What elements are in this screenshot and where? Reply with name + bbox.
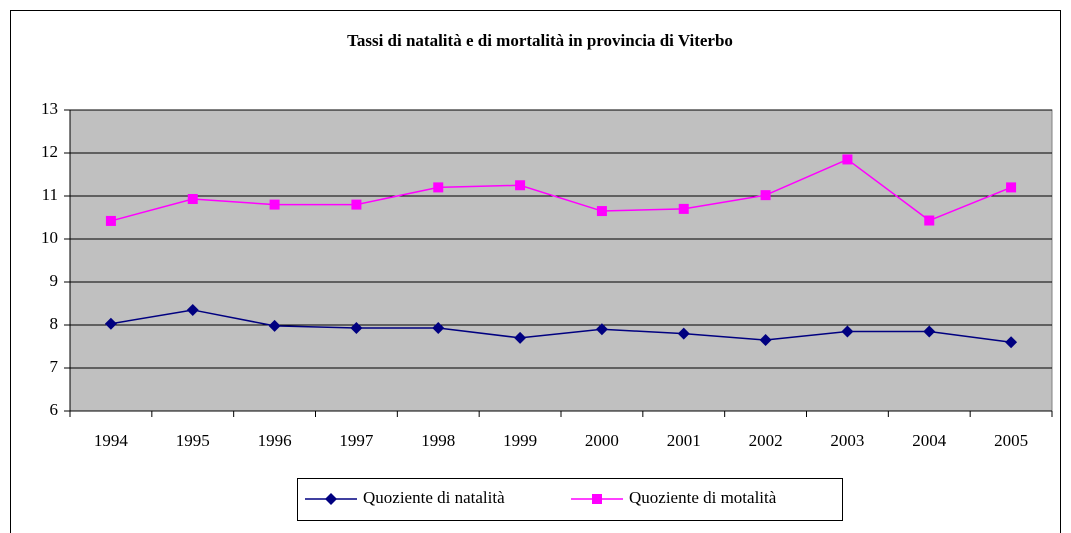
- marker: [268, 319, 281, 332]
- marker: [515, 180, 526, 191]
- x-tick-label: 1998: [421, 431, 455, 450]
- x-tick-label: 1996: [258, 431, 292, 450]
- marker: [105, 215, 116, 226]
- marker: [759, 334, 772, 347]
- x-tick-label: 2000: [585, 431, 619, 450]
- x-tick-label: 1999: [503, 431, 537, 450]
- marker: [1005, 336, 1018, 349]
- series-line: [110, 309, 1012, 343]
- x-tick-label: 1994: [94, 431, 129, 450]
- y-tick-label: 7: [50, 357, 59, 376]
- legend-label: Quoziente di motalità: [629, 488, 777, 507]
- y-tick-label: 13: [41, 99, 58, 118]
- y-tick-label: 12: [41, 142, 58, 161]
- marker: [187, 194, 198, 205]
- marker: [924, 215, 935, 226]
- marker: [1006, 182, 1017, 193]
- y-tick-label: 9: [50, 271, 59, 290]
- marker: [678, 203, 689, 214]
- marker: [432, 322, 445, 335]
- series-line: [110, 158, 1012, 222]
- y-tick-label: 11: [42, 185, 58, 204]
- marker: [842, 154, 853, 165]
- marker: [841, 325, 854, 338]
- x-tick-label: 1997: [339, 431, 374, 450]
- marker: [104, 317, 117, 330]
- marker: [923, 325, 936, 338]
- marker: [433, 182, 444, 193]
- marker: [269, 199, 280, 210]
- legend-box: [297, 478, 843, 521]
- marker: [595, 323, 608, 336]
- plot-area: [69, 109, 1053, 412]
- marker: [760, 190, 771, 201]
- chart-title: Tassi di natalità e di mortalità in prov…: [347, 31, 733, 50]
- y-tick-label: 10: [41, 228, 58, 247]
- y-tick-label: 8: [50, 314, 59, 333]
- y-tick-label: 6: [50, 400, 59, 419]
- marker: [514, 331, 527, 344]
- legend-marker: [592, 494, 602, 504]
- x-tick-label: 2005: [994, 431, 1028, 450]
- marker: [351, 199, 362, 210]
- x-tick-label: 2004: [912, 431, 947, 450]
- legend-marker: [325, 493, 337, 505]
- marker: [677, 327, 690, 340]
- marker: [596, 206, 607, 217]
- x-tick-label: 2002: [749, 431, 783, 450]
- x-tick-label: 1995: [176, 431, 210, 450]
- x-tick-label: 2001: [667, 431, 701, 450]
- marker: [350, 322, 363, 335]
- legend-label: Quoziente di natalità: [363, 488, 505, 507]
- marker: [186, 303, 199, 316]
- x-tick-label: 2003: [830, 431, 864, 450]
